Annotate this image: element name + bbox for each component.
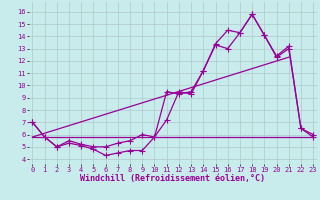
X-axis label: Windchill (Refroidissement éolien,°C): Windchill (Refroidissement éolien,°C) xyxy=(80,174,265,183)
